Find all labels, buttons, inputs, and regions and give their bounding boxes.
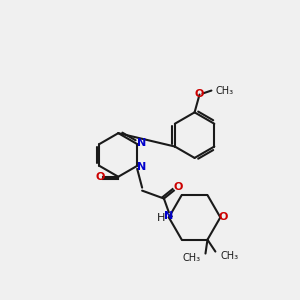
Text: H: H — [157, 213, 165, 224]
Text: O: O — [195, 88, 204, 98]
Text: CH₃: CH₃ — [220, 250, 238, 260]
Text: N: N — [136, 162, 146, 172]
Text: N: N — [136, 138, 146, 148]
Text: N: N — [164, 212, 173, 221]
Text: O: O — [173, 182, 182, 192]
Text: O: O — [219, 212, 228, 222]
Text: O: O — [96, 172, 105, 182]
Text: CH₃: CH₃ — [215, 85, 233, 96]
Text: CH₃: CH₃ — [182, 253, 200, 262]
